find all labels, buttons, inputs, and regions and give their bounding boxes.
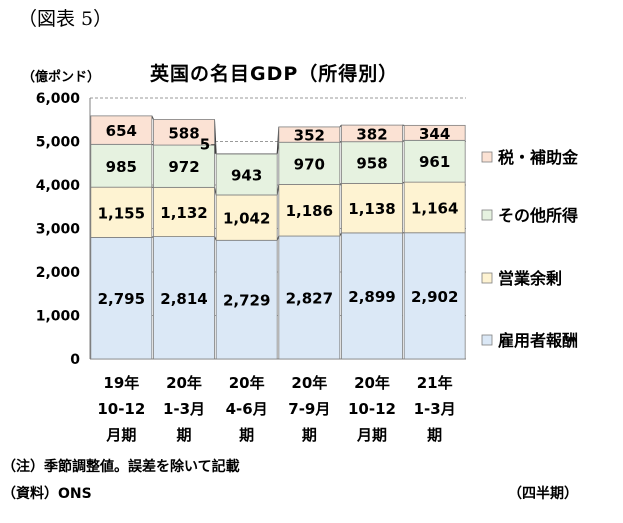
bar-segment [341, 182, 403, 234]
footnote: （注）季節調整値。誤差を除いて記載 [2, 459, 240, 475]
bar-segment [403, 181, 466, 234]
x-tick-label: 期 [302, 426, 317, 444]
bar-segment [278, 235, 341, 360]
y-tick-label: 5,000 [36, 135, 81, 151]
x-tick-label: 20年 [166, 374, 202, 392]
bar-segment [153, 236, 215, 360]
data-label: 985 [106, 158, 137, 176]
bar-segment [90, 115, 153, 145]
data-label: 1,186 [286, 202, 333, 220]
bar-segment [403, 124, 466, 141]
bar-segment [341, 232, 403, 360]
bar-segment [153, 119, 215, 146]
bars [90, 115, 466, 360]
data-label: 2,814 [160, 290, 207, 308]
source-note: （資料）ONS [2, 486, 92, 502]
data-label: 382 [356, 125, 387, 143]
data-label: 1,164 [411, 199, 458, 217]
legend-swatch [481, 334, 493, 346]
data-label: 1,155 [98, 204, 145, 222]
x-tick-label: 20年 [354, 374, 390, 392]
legend-label: 税・補助金 [498, 148, 579, 167]
x-tick-label: 20年 [291, 374, 327, 392]
bar-segment [403, 232, 466, 360]
bar-segment [403, 139, 466, 183]
x-tick-label: 1-3月 [163, 400, 205, 418]
data-label: 961 [419, 153, 450, 171]
legend-label: 雇用者報酬 [498, 331, 578, 350]
data-label: 654 [106, 122, 137, 140]
x-tick-labels: 19年 10-12 月期 20年 1-3月期 20年 4-6月期 20年 7-9月期 20年 10-… [97, 374, 455, 444]
x-tick-label: 10-12 [348, 400, 396, 418]
data-labels: 2,795 2,814 2,729 2,827 2,899 2,902 1,155 1,132… [98, 122, 459, 310]
bar-segment [90, 237, 153, 360]
data-label: 352 [294, 127, 325, 145]
data-label: 2,902 [411, 288, 458, 306]
data-label: 1,138 [348, 200, 395, 218]
data-label: 1,132 [160, 204, 207, 222]
x-tick-label: 19年 [103, 374, 139, 392]
legend-swatch [481, 272, 493, 284]
data-label: 2,795 [98, 290, 145, 308]
y-tick-label: 6,000 [36, 91, 81, 107]
data-label: 2,899 [348, 288, 395, 306]
x-tick-label: 10-12 [97, 400, 145, 418]
y-tick-label: 2,000 [36, 265, 81, 281]
y-tick-label: 3,000 [36, 222, 81, 238]
legend-label: 営業余剰 [498, 269, 562, 288]
data-label: 5 [200, 136, 210, 154]
bar-segment [90, 186, 153, 238]
bar-segment [278, 126, 341, 143]
x-tick-label: 4-6月 [226, 400, 268, 418]
data-label: 2,827 [286, 290, 333, 308]
data-label: 958 [356, 155, 387, 173]
data-label: 344 [419, 125, 450, 143]
x-tick-label: 月期 [105, 426, 136, 444]
data-label: 970 [294, 155, 325, 173]
y-tick-label: 1,000 [36, 309, 81, 325]
data-label: 1,042 [223, 210, 270, 228]
bar-segment [278, 184, 341, 237]
legend-label: その他所得 [498, 206, 578, 225]
x-tick-label: 1-3月 [414, 400, 456, 418]
bar-segment [341, 124, 403, 143]
y-axis-unit: （億ポンド） [22, 70, 101, 85]
y-tick-label: 4,000 [36, 178, 81, 194]
x-tick-label: 期 [176, 426, 191, 444]
figure-label: （図表 5） [18, 8, 113, 30]
data-label: 588 [168, 124, 199, 142]
x-tick-label: 7-9月 [288, 400, 330, 418]
bar-segment [215, 239, 278, 360]
legend-swatch [481, 151, 493, 163]
data-label: 972 [168, 158, 199, 176]
period-note: （四半期） [508, 486, 578, 502]
x-tick-label: 月期 [356, 426, 387, 444]
x-tick-label: 期 [239, 426, 254, 444]
bar-segment [153, 186, 215, 237]
chart-title: 英国の名目GDP（所得別） [150, 63, 399, 85]
data-label: 2,729 [223, 292, 270, 310]
gridlines [90, 97, 466, 316]
axes: 0 1,000 2,000 3,000 4,000 5,000 6,000 [36, 91, 466, 368]
bar-segment [215, 153, 278, 196]
bar-segment [90, 143, 153, 188]
x-tick-label: 21年 [417, 374, 453, 392]
y-tick-label: 0 [70, 352, 80, 368]
x-tick-label: 期 [427, 426, 442, 444]
data-label: 943 [231, 166, 262, 184]
x-tick-label: 20年 [229, 374, 265, 392]
legend-swatch [481, 209, 493, 221]
